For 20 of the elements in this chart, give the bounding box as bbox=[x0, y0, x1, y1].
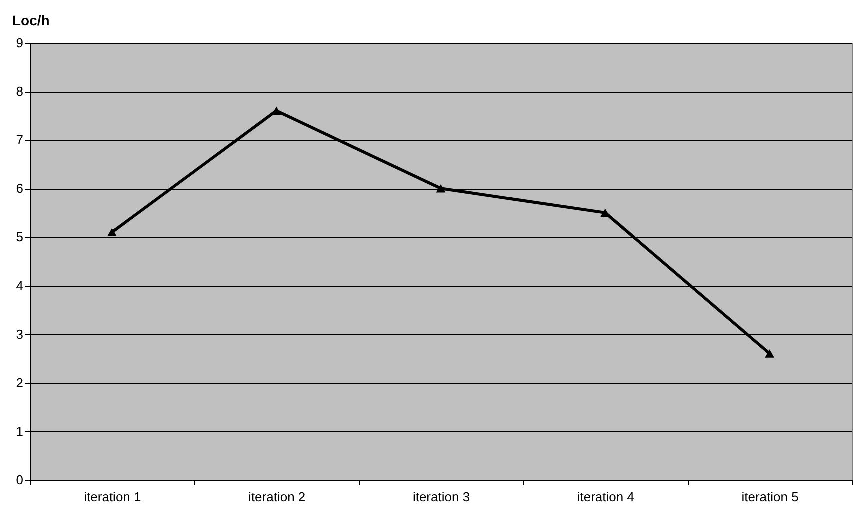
point bbox=[765, 350, 775, 358]
y-tick-label: 2 bbox=[16, 375, 24, 390]
y-tick-label: 1 bbox=[16, 424, 24, 439]
point bbox=[436, 184, 446, 193]
x-tick-label: iteration 2 bbox=[248, 490, 306, 504]
y-tick-label: 5 bbox=[16, 230, 24, 245]
x-tick-label: iteration 1 bbox=[84, 490, 142, 504]
y-tick-label: 4 bbox=[16, 278, 24, 294]
x-tick-label: iteration 4 bbox=[577, 490, 634, 504]
y-tick-label: 0 bbox=[16, 472, 24, 488]
x-tick-label: iteration 5 bbox=[742, 490, 799, 504]
y-tick-label: 7 bbox=[16, 132, 24, 148]
y-tick-label: 9 bbox=[16, 36, 24, 50]
y-tick-label: 3 bbox=[16, 326, 24, 342]
point bbox=[272, 106, 282, 116]
x-tick-label: iteration 3 bbox=[412, 490, 470, 504]
y-tick-label: 6 bbox=[16, 181, 24, 196]
y-tick-label: 8 bbox=[16, 84, 24, 100]
point bbox=[107, 228, 117, 236]
y-axis-title: Loc/h bbox=[12, 12, 50, 28]
